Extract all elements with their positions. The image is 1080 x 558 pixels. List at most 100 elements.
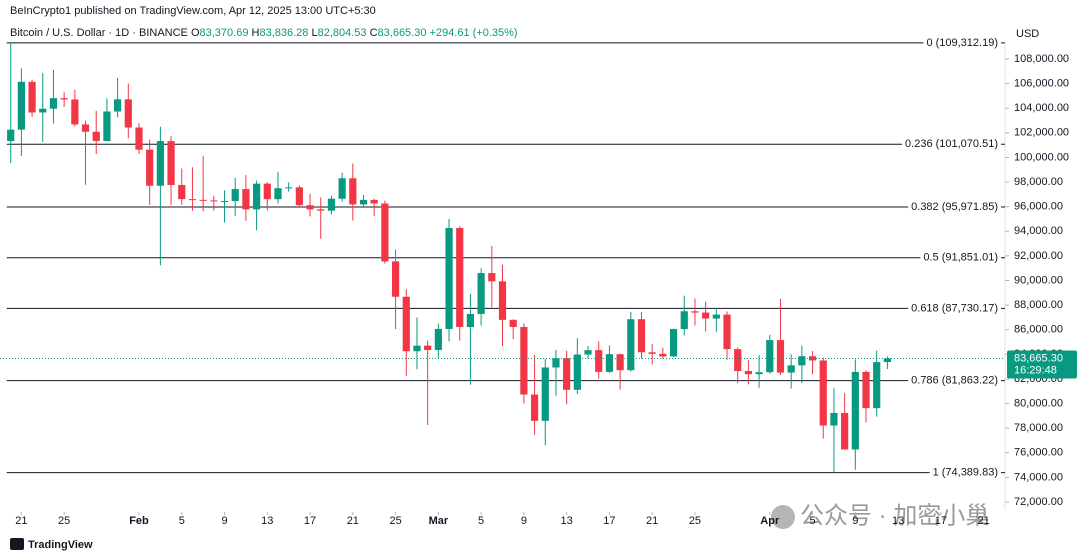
candle-body — [28, 81, 36, 113]
candle-body — [381, 203, 389, 262]
watermark: 公众号 · 加密小巢 — [800, 502, 989, 529]
last-price-label: 83,665.30 — [1014, 352, 1063, 364]
candle-body — [274, 188, 282, 200]
y-tick-label: 80,000.00 — [1014, 397, 1063, 409]
candle-body — [808, 356, 817, 361]
candle-body — [573, 354, 581, 390]
candle-body — [466, 313, 475, 328]
x-tick-label: 25 — [58, 515, 70, 527]
candle-body — [798, 356, 806, 366]
brand-logo — [10, 538, 24, 550]
x-tick-label: 21 — [15, 515, 27, 527]
candle-body — [445, 227, 453, 329]
candle-body — [124, 99, 132, 128]
candle-body — [819, 360, 827, 426]
candle-body — [873, 362, 881, 409]
candle-body — [584, 350, 592, 355]
candle-body — [60, 98, 68, 100]
candle-body — [434, 328, 442, 351]
fib-label: 0.618 (87,730.17) — [911, 302, 998, 314]
candle-body — [156, 141, 164, 186]
candle-body — [17, 81, 25, 130]
candle-body — [541, 367, 549, 421]
x-tick-label: 9 — [852, 515, 858, 527]
candle-body — [413, 345, 421, 352]
candle-body — [49, 98, 58, 109]
candle-body — [488, 273, 496, 282]
fib-label-bg — [908, 373, 1001, 388]
candle-body — [627, 319, 635, 371]
candle-body — [178, 184, 186, 200]
candle-body — [317, 209, 325, 211]
ohlc-label: O — [190, 27, 200, 39]
y-tick-label: 92,000.00 — [1014, 250, 1063, 262]
fib-label: 0.786 (81,863.22) — [911, 375, 998, 387]
ohlc-legend: O83,370.69 H83,836.28 L82,804.53 C83,665… — [191, 27, 430, 39]
candle-body — [71, 99, 79, 125]
fib-label-bg — [908, 301, 1001, 316]
candle-body — [146, 149, 154, 186]
x-tick-label: 17 — [304, 515, 316, 527]
candle-body — [263, 183, 271, 200]
candle-body — [766, 340, 774, 373]
candle-body — [92, 131, 100, 142]
fib-label: 0.5 (91,851.01) — [923, 252, 998, 264]
x-tick-label: 25 — [689, 515, 701, 527]
candle-body — [841, 412, 849, 450]
y-tick-label: 88,000.00 — [1014, 299, 1063, 311]
y-tick-label: 90,000.00 — [1014, 274, 1063, 286]
candle-body — [520, 326, 528, 395]
candle-body — [135, 127, 143, 150]
change: +294.61 (+0.35%) — [429, 27, 518, 39]
candle-body — [712, 314, 720, 319]
candle-body — [498, 281, 507, 320]
legend-row: Bitcoin / U.S. Dollar · 1D · BINANCE O83… — [10, 27, 518, 39]
candle-body — [349, 178, 357, 205]
y-tick-label: 104,000.00 — [1014, 102, 1069, 114]
fib-label-bg — [902, 137, 1001, 152]
candle-body — [723, 314, 731, 350]
candle-body — [391, 261, 400, 297]
x-tick-label: 13 — [261, 515, 273, 527]
candle-body — [285, 187, 293, 189]
countdown: 16:29:48 — [1014, 364, 1057, 376]
candle-body — [616, 354, 624, 371]
candle-body — [787, 365, 795, 373]
currency: USD — [1016, 28, 1039, 40]
candle-body — [605, 354, 614, 372]
candle-body — [851, 371, 859, 450]
candle-body — [563, 358, 571, 390]
candle-body — [456, 227, 464, 328]
published-note: BeInCrypto1 published on TradingView.com… — [10, 5, 376, 17]
x-tick-label: 25 — [389, 515, 401, 527]
ohlc-value: 83,836.28 — [259, 27, 309, 39]
x-tick-label: 9 — [221, 515, 227, 527]
y-tick-label: 94,000.00 — [1014, 225, 1063, 237]
fib-label: 1 (74,389.83) — [933, 466, 998, 478]
x-tick-label: 9 — [521, 515, 527, 527]
x-tick-label: 17 — [603, 515, 615, 527]
y-tick-label: 100,000.00 — [1014, 151, 1069, 163]
candle-body — [327, 198, 336, 211]
y-tick-label: 82,000.00 — [1014, 373, 1063, 385]
candle-body — [691, 311, 699, 313]
x-tick-label: 13 — [892, 515, 904, 527]
candle-body — [595, 350, 603, 372]
candle-body — [252, 183, 261, 210]
candle-body — [306, 205, 314, 210]
candle-body — [188, 199, 197, 201]
ohlc-label: L — [311, 27, 318, 39]
candle-body — [338, 178, 346, 199]
candle-body — [167, 141, 175, 185]
candle-body — [637, 319, 646, 353]
candle-body — [295, 187, 303, 206]
candle-body — [830, 412, 838, 426]
y-tick-label: 106,000.00 — [1014, 78, 1069, 90]
y-tick-label: 96,000.00 — [1014, 201, 1063, 213]
candle-body — [39, 108, 47, 113]
x-tick-label: 13 — [561, 515, 573, 527]
symbol-title: Bitcoin / U.S. Dollar · 1D · BINANCE — [10, 27, 188, 39]
x-tick-label: Feb — [129, 515, 149, 527]
fib-label: 0.236 (101,070.51) — [905, 138, 998, 150]
